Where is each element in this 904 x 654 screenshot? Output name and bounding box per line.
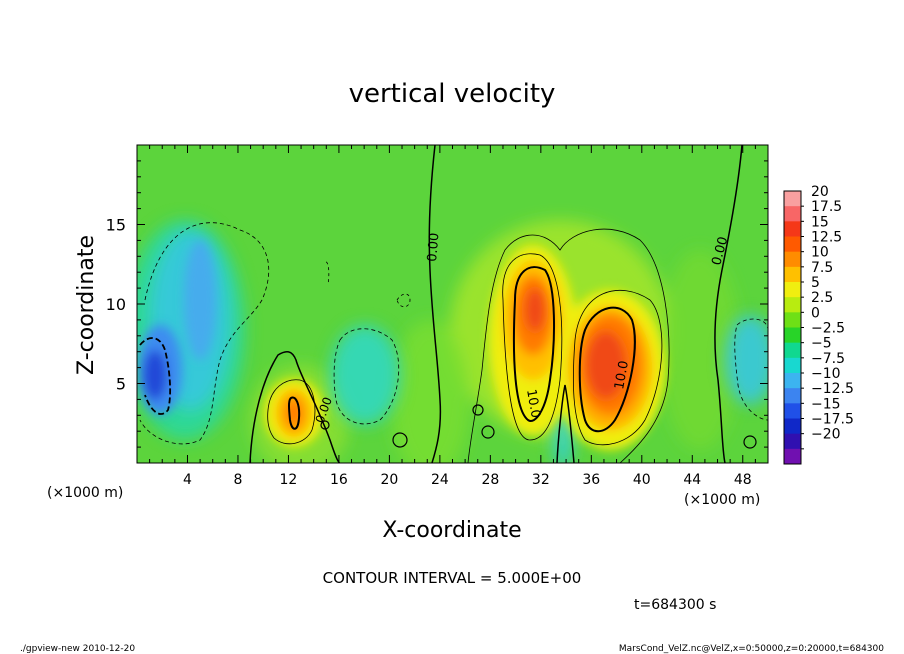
plot-area: 0.00 0.00 0.00 10.0 10.0 — [137, 145, 768, 463]
colorbar-label: 15 — [811, 214, 829, 230]
contour-label: 0.00 — [425, 232, 442, 262]
footer-right: MarsCond_VelZ.nc@VelZ,x=0:50000,z=0:2000… — [619, 644, 884, 654]
colorbar: 2017.51512.5107.552.50−2.5−5−7.5−10−12.5… — [783, 184, 854, 465]
colorbar-swatch — [784, 418, 801, 435]
colorbar-label: −17.5 — [811, 412, 854, 428]
x-tick-label: 4 — [183, 472, 192, 488]
colorbar-label: 2.5 — [811, 290, 833, 306]
colorbar-label: 10 — [811, 245, 829, 261]
colorbar-label: 12.5 — [811, 230, 842, 246]
time-text: t=684300 s — [634, 597, 716, 613]
colorbar-swatch — [784, 403, 801, 419]
x-axis: 4 8 12 16 20 24 28 32 36 40 44 48 — [149, 145, 756, 488]
colorbar-label: −12.5 — [811, 381, 854, 397]
colorbar-label: 0 — [811, 305, 820, 321]
x-tick-label: 32 — [532, 472, 550, 488]
x-tick-label: 40 — [633, 472, 651, 488]
y-tick-label: 15 — [106, 216, 126, 235]
colorbar-swatch — [784, 191, 801, 207]
colorbar-label: −10 — [811, 366, 841, 382]
colorbar-swatch — [784, 373, 801, 389]
colorbar-swatch — [784, 312, 801, 328]
x-tick-label: 16 — [330, 472, 348, 488]
x-tick-label: 12 — [280, 472, 298, 488]
x-axis-label: X-coordinate — [382, 518, 521, 543]
colorbar-label: −15 — [811, 396, 841, 412]
colorbar-swatch — [784, 297, 801, 313]
colorbar-swatch — [784, 221, 801, 237]
y-axis-label: Z-coordinate — [74, 235, 99, 375]
colorbar-swatch — [784, 388, 801, 404]
x-tick-label: 20 — [380, 472, 398, 488]
colorbar-label: 5 — [811, 275, 820, 291]
footer-left: ./gpview-new 2010-12-20 — [20, 644, 135, 654]
colorbar-swatch — [784, 236, 801, 253]
colorbar-swatch — [784, 266, 801, 283]
y-tick-label: 10 — [106, 295, 126, 314]
colorbar-swatch — [784, 342, 801, 359]
colorbar-swatch — [784, 251, 801, 268]
x-tick-label: 44 — [683, 472, 701, 488]
colorbar-swatch — [784, 282, 801, 298]
chart-title: vertical velocity — [349, 79, 556, 109]
colorbar-swatch — [784, 206, 801, 222]
x-unit-label-left: (×1000 m) — [47, 485, 123, 501]
y-axis: 5 10 15 — [106, 160, 768, 448]
contour-interval-text: CONTOUR INTERVAL = 5.000E+00 — [323, 569, 582, 587]
colorbar-swatch — [784, 448, 801, 465]
colorbar-label: 17.5 — [811, 199, 842, 215]
colorbar-label: −5 — [811, 336, 832, 352]
x-tick-label: 48 — [734, 472, 752, 488]
colorbar-label: −2.5 — [811, 321, 845, 337]
contour-label: 0.00 — [709, 235, 731, 267]
x-tick-label: 8 — [233, 472, 242, 488]
colorbar-swatch — [784, 433, 801, 450]
colorbar-label: −20 — [811, 427, 841, 443]
y-tick-label: 5 — [116, 375, 126, 394]
x-unit-label-right: (×1000 m) — [684, 492, 760, 508]
x-tick-label: 28 — [481, 472, 499, 488]
x-tick-label: 24 — [431, 472, 449, 488]
colorbar-label: 7.5 — [811, 260, 833, 276]
x-tick-label: 36 — [582, 472, 600, 488]
colorbar-swatch — [784, 327, 801, 344]
colorbar-label: −7.5 — [811, 351, 845, 367]
contour-label: 10.0 — [612, 360, 632, 391]
colorbar-swatch — [784, 357, 801, 374]
colorbar-label: 20 — [811, 184, 829, 200]
contour-label: 10.0 — [523, 388, 543, 419]
